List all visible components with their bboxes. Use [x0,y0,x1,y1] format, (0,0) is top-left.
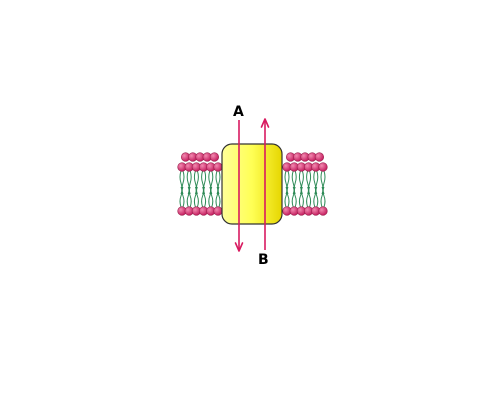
arrow-b-head [260,118,270,128]
lipid-head [318,206,328,216]
lipid-tail [188,186,192,208]
transport-arrows [234,118,270,252]
transmembrane-protein [221,143,283,225]
lipid-head [209,152,219,162]
lipid-tail [300,186,304,208]
lipid-head [314,152,325,162]
lipid-tail [210,186,214,208]
lipid-tail [315,186,319,208]
lipid-tail [217,186,221,208]
arrow-b-label: B [258,252,269,268]
lipid-tail [181,186,185,208]
lipid-head [213,206,223,216]
lipid-head [318,162,328,172]
arrow-a-head [234,242,244,252]
lipid-head [213,162,223,172]
lipid-tail [322,186,326,208]
lipid-tail [293,186,297,208]
lipid-tail [286,186,290,208]
arrow-a [234,120,244,252]
lipid-tail [203,186,207,208]
lipid-bilayer-right [282,152,328,216]
arrow-b [260,118,270,250]
lipid-tail [308,186,312,208]
lipid-tail [195,186,199,208]
lipid-bilayer-left [177,152,223,216]
arrow-a-label: A [233,104,244,120]
